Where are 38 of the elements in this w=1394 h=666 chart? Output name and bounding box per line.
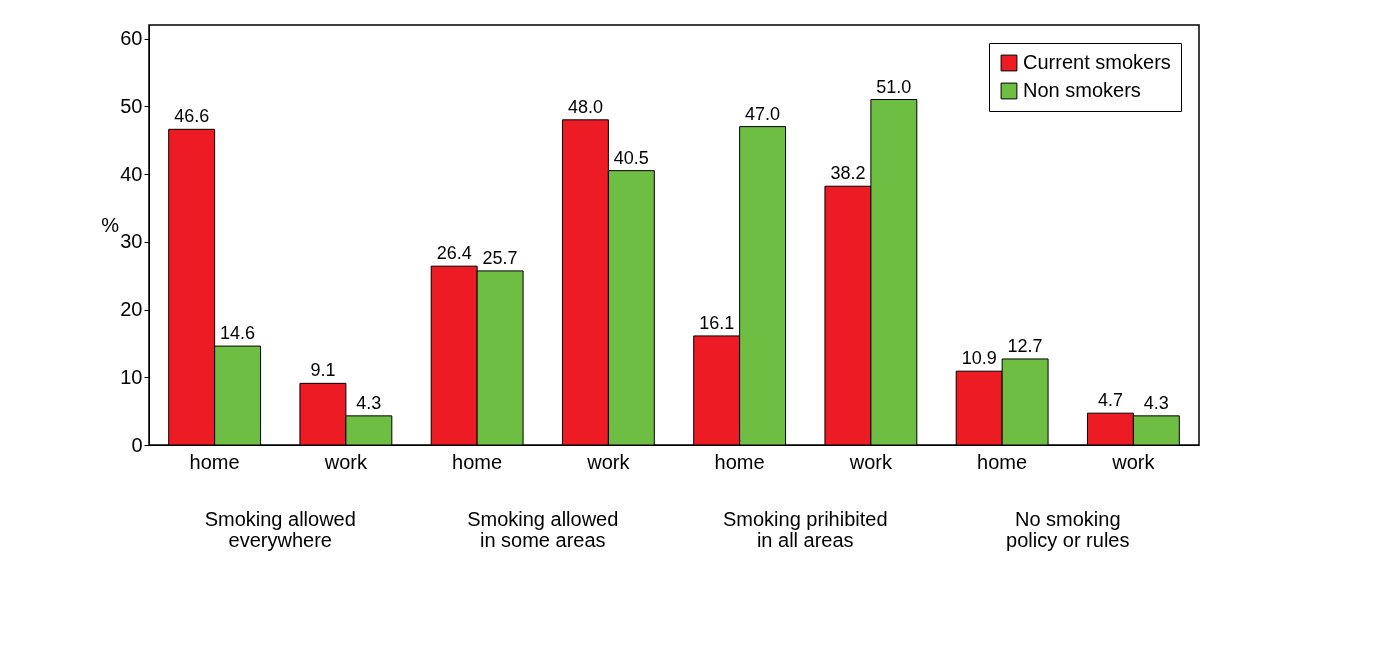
data-label: 14.6 bbox=[220, 323, 256, 344]
x-tick-label: work bbox=[586, 451, 631, 473]
data-label: 4.3 bbox=[1143, 392, 1169, 413]
data-label: 4.3 bbox=[356, 392, 382, 413]
data-label: 16.1 bbox=[699, 312, 735, 333]
data-label: 10.9 bbox=[961, 348, 997, 369]
data-label: 12.7 bbox=[1007, 335, 1043, 356]
x-tick-label: work bbox=[323, 451, 368, 473]
legend-label: Current smokers bbox=[1023, 51, 1171, 73]
y-tick-label: 10 bbox=[120, 365, 143, 388]
text: Smoking allowed everywhere bbox=[204, 508, 356, 551]
data-label: 4.7 bbox=[1097, 390, 1123, 411]
x-tick-label: home bbox=[977, 451, 1028, 473]
text: Smoking allowed in some areas bbox=[467, 508, 619, 551]
data-label: 48.0 bbox=[567, 96, 603, 117]
y-tick-label: 60 bbox=[120, 27, 143, 50]
y-tick-label: 0 bbox=[131, 433, 143, 456]
x-tick-label: work bbox=[848, 451, 893, 473]
x-tick-label: home bbox=[189, 451, 240, 473]
y-tick-label: 20 bbox=[120, 298, 143, 321]
x-tick-label: home bbox=[714, 451, 765, 473]
data-label: 38.2 bbox=[830, 163, 866, 184]
legend-label: Non smokers bbox=[1023, 79, 1141, 101]
text: Smoking prihibited in all areas bbox=[722, 508, 888, 551]
data-label: 47.0 bbox=[745, 103, 781, 124]
data-label: 46.6 bbox=[174, 106, 210, 127]
y-tick-label: 50 bbox=[120, 94, 143, 117]
data-label: 9.1 bbox=[310, 360, 336, 381]
y-tick-label: 30 bbox=[120, 230, 143, 253]
y-axis-title: % bbox=[101, 213, 120, 236]
data-label: 51.0 bbox=[876, 76, 912, 97]
y-tick-label: 40 bbox=[120, 162, 143, 185]
data-label: 40.5 bbox=[613, 147, 649, 168]
text: No smoking policy or rules bbox=[1006, 508, 1130, 551]
data-label: 25.7 bbox=[482, 247, 518, 268]
x-tick-label: work bbox=[1111, 451, 1156, 473]
data-label: 26.4 bbox=[436, 243, 472, 264]
x-tick-label: home bbox=[452, 451, 503, 473]
